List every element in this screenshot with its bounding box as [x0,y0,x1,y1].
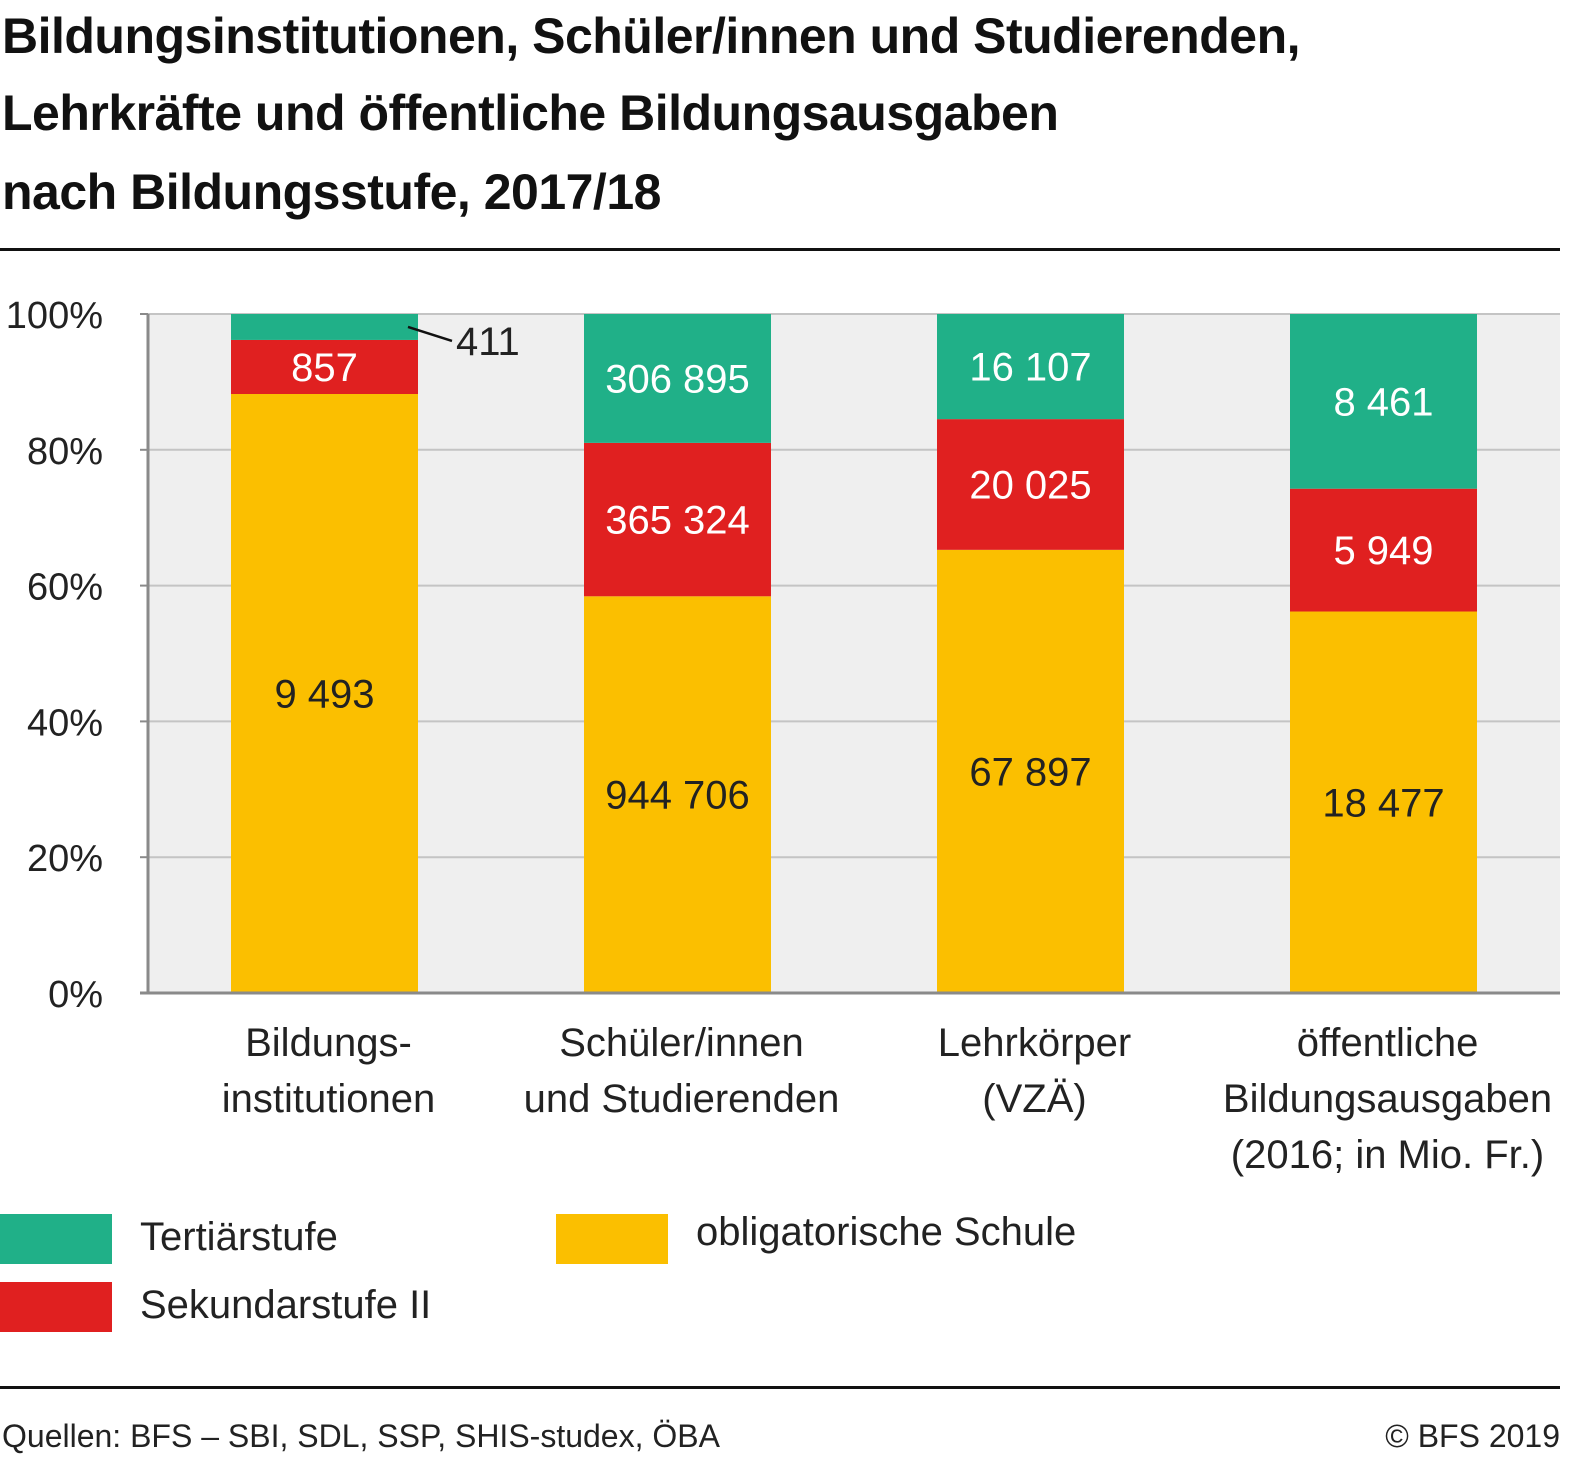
bar-segment [584,596,771,993]
y-tick-label: 0% [48,974,103,1016]
top-rule [0,248,1560,251]
data-label-leader [407,325,453,343]
data-label: 8 461 [1333,380,1433,424]
data-label: 67 897 [969,750,1091,794]
bar-segment [937,419,1124,550]
data-label: 944 706 [605,774,750,818]
legend-label-tertiaer: Tertiärstufe [140,1215,338,1259]
legend-label-sekundar: Sekundarstufe II [140,1283,432,1327]
stacked-bar-chart: 0% 20% 40% 60% 80% 100% 9 493 857 411 Bildungs-in… [6,295,1560,1177]
x-category-label: (2016; in Mio. Fr.) [1231,1133,1544,1177]
data-label: 16 107 [969,346,1091,390]
bar-segment [231,394,418,993]
data-label: 857 [291,346,358,390]
bar-segment [1290,488,1477,612]
bottom-rule [0,1386,1560,1389]
data-label: 18 477 [1322,781,1444,825]
data-label: 20 025 [969,463,1091,507]
source-note: Quellen: BFS – SBI, SDL, SSP, SHIS-stude… [2,1418,720,1454]
y-tick-label: 40% [27,702,103,744]
copyright-note: © BFS 2019 [1385,1418,1560,1454]
y-tick-label: 20% [27,838,103,880]
legend-label-obligatorisch: obligatorische Schule [696,1210,1077,1254]
data-label: 365 324 [605,499,750,543]
x-category-label: (VZÄ) [982,1077,1086,1121]
bar-segment [231,314,418,340]
data-label: 9 493 [274,673,374,717]
x-category-label: öffentliche [1297,1021,1479,1065]
bar-segment [584,442,771,597]
bar-segment [1290,314,1477,489]
x-category-label: Lehrkörper [938,1021,1131,1065]
title-line-3: nach Bildungsstufe, 2017/18 [2,164,661,220]
x-category-label: und Studierenden [524,1077,840,1121]
y-tick-label: 80% [27,431,103,473]
x-category-label: Bildungs- [245,1021,412,1065]
title-line-2: Lehrkräfte und öffentliche Bildungsausga… [2,85,1059,141]
bar-segment [231,339,418,395]
bar-segment [937,314,1124,420]
legend-swatch-sekundar [0,1282,112,1332]
data-label: 411 [456,320,520,364]
legend-swatch-tertiaer [0,1214,112,1264]
x-category-label: Schüler/innen [559,1021,804,1065]
bar-segment [937,549,1124,993]
title-line-1: Bildungsinstitutionen, Schüler/innen und… [2,8,1301,64]
y-tick-label: 100% [6,295,103,337]
bar-segment [584,314,771,443]
bar-segment [1290,611,1477,993]
x-category-label: Bildungsausgaben [1223,1077,1552,1121]
y-tick-label: 60% [27,567,103,609]
x-category-label: institutionen [222,1077,435,1121]
data-label: 5 949 [1333,529,1433,573]
data-label: 306 895 [605,357,750,401]
legend-swatch-obligatorisch [556,1214,668,1264]
